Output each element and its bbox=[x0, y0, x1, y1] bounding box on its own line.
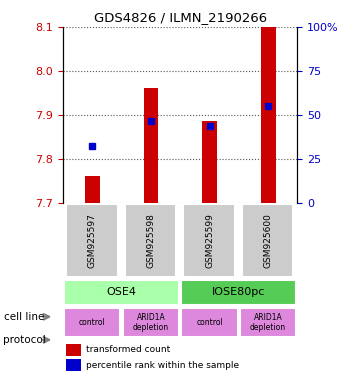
FancyBboxPatch shape bbox=[181, 280, 296, 305]
Text: protocol: protocol bbox=[4, 335, 46, 345]
Text: ARID1A
depletion: ARID1A depletion bbox=[250, 313, 286, 332]
Text: transformed count: transformed count bbox=[86, 346, 171, 354]
Text: cell line: cell line bbox=[4, 312, 44, 322]
FancyBboxPatch shape bbox=[123, 308, 179, 337]
Bar bbox=[66, 344, 80, 356]
Text: percentile rank within the sample: percentile rank within the sample bbox=[86, 361, 239, 369]
FancyBboxPatch shape bbox=[183, 204, 235, 277]
Bar bbox=[261, 27, 275, 203]
Text: ARID1A
depletion: ARID1A depletion bbox=[133, 313, 169, 332]
Bar bbox=[202, 121, 217, 203]
FancyBboxPatch shape bbox=[181, 308, 238, 337]
Text: GSM925599: GSM925599 bbox=[205, 213, 214, 268]
FancyBboxPatch shape bbox=[125, 204, 176, 277]
Text: control: control bbox=[79, 318, 106, 327]
FancyBboxPatch shape bbox=[66, 204, 118, 277]
Text: IOSE80pc: IOSE80pc bbox=[212, 287, 266, 297]
Text: OSE4: OSE4 bbox=[107, 287, 136, 297]
FancyBboxPatch shape bbox=[240, 308, 296, 337]
Text: control: control bbox=[196, 318, 223, 327]
FancyBboxPatch shape bbox=[64, 308, 120, 337]
Text: GSM925600: GSM925600 bbox=[264, 213, 273, 268]
Bar bbox=[144, 88, 158, 203]
Text: GSM925598: GSM925598 bbox=[146, 213, 155, 268]
FancyBboxPatch shape bbox=[64, 280, 179, 305]
Text: GSM925597: GSM925597 bbox=[88, 213, 97, 268]
FancyBboxPatch shape bbox=[242, 204, 293, 277]
Bar bbox=[66, 359, 80, 371]
Bar bbox=[85, 175, 100, 203]
Title: GDS4826 / ILMN_2190266: GDS4826 / ILMN_2190266 bbox=[94, 11, 267, 24]
